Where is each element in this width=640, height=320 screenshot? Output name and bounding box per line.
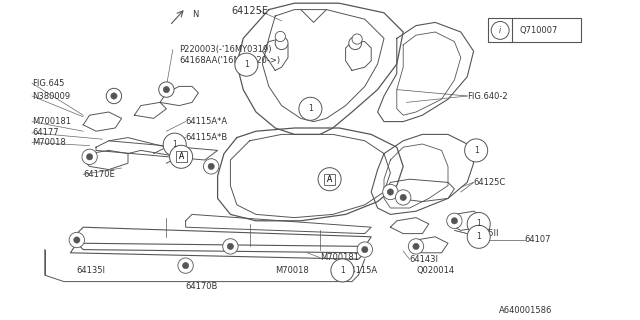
Circle shape bbox=[208, 163, 214, 170]
Circle shape bbox=[204, 159, 219, 174]
Text: 64143I: 64143I bbox=[410, 255, 438, 264]
Circle shape bbox=[362, 246, 368, 253]
Text: 1: 1 bbox=[172, 140, 177, 149]
FancyBboxPatch shape bbox=[324, 174, 335, 185]
Circle shape bbox=[477, 234, 483, 240]
Circle shape bbox=[408, 239, 424, 254]
Text: A: A bbox=[179, 152, 184, 161]
Circle shape bbox=[178, 258, 193, 273]
Circle shape bbox=[400, 194, 406, 201]
Text: M70018: M70018 bbox=[32, 138, 66, 147]
Text: 1: 1 bbox=[244, 60, 249, 69]
Text: 1: 1 bbox=[474, 146, 479, 155]
Text: FIG.640-2: FIG.640-2 bbox=[467, 92, 508, 100]
Circle shape bbox=[413, 243, 419, 250]
Circle shape bbox=[357, 242, 372, 257]
Circle shape bbox=[106, 88, 122, 104]
Text: 64170B: 64170B bbox=[186, 282, 218, 291]
Circle shape bbox=[74, 237, 80, 243]
Text: A640001586: A640001586 bbox=[499, 306, 552, 315]
Text: 64107: 64107 bbox=[525, 236, 551, 244]
Circle shape bbox=[235, 53, 258, 76]
Text: FIG.645: FIG.645 bbox=[32, 79, 65, 88]
Text: 64125C: 64125C bbox=[474, 178, 506, 187]
Circle shape bbox=[318, 168, 341, 191]
FancyBboxPatch shape bbox=[488, 19, 581, 43]
Text: i: i bbox=[499, 26, 501, 35]
Circle shape bbox=[349, 37, 362, 50]
Text: A: A bbox=[327, 175, 332, 184]
Text: 64115A*B: 64115A*B bbox=[186, 133, 228, 142]
Circle shape bbox=[86, 154, 93, 160]
Circle shape bbox=[223, 239, 238, 254]
Text: 1: 1 bbox=[476, 232, 481, 241]
Circle shape bbox=[111, 93, 117, 99]
Circle shape bbox=[451, 218, 458, 224]
Circle shape bbox=[69, 232, 84, 248]
Circle shape bbox=[396, 190, 411, 205]
Circle shape bbox=[331, 259, 354, 282]
Text: N: N bbox=[192, 10, 198, 19]
Circle shape bbox=[467, 212, 490, 236]
Circle shape bbox=[472, 229, 488, 244]
Text: 64170E: 64170E bbox=[83, 170, 115, 179]
Circle shape bbox=[227, 243, 234, 250]
Text: M70018: M70018 bbox=[275, 266, 309, 275]
Text: 64125E: 64125E bbox=[232, 5, 269, 16]
Text: M700181: M700181 bbox=[32, 117, 71, 126]
Circle shape bbox=[159, 82, 174, 97]
Text: 64135II: 64135II bbox=[467, 229, 499, 238]
Circle shape bbox=[465, 139, 488, 162]
Circle shape bbox=[275, 37, 288, 50]
Text: Q020014: Q020014 bbox=[416, 266, 454, 275]
Circle shape bbox=[352, 34, 362, 44]
FancyBboxPatch shape bbox=[175, 151, 187, 162]
Text: 64115A*A: 64115A*A bbox=[186, 117, 228, 126]
Text: P220003(-'16MY0319): P220003(-'16MY0319) bbox=[179, 45, 272, 54]
Text: 64135I: 64135I bbox=[77, 266, 106, 275]
Circle shape bbox=[82, 149, 97, 164]
Text: 1: 1 bbox=[340, 266, 345, 275]
Circle shape bbox=[275, 31, 285, 42]
Text: A: A bbox=[327, 175, 332, 184]
Text: 1: 1 bbox=[476, 220, 481, 228]
Text: 1: 1 bbox=[308, 104, 313, 113]
Circle shape bbox=[163, 133, 186, 156]
Circle shape bbox=[467, 225, 490, 248]
Circle shape bbox=[447, 213, 462, 228]
Text: A: A bbox=[179, 152, 184, 161]
Circle shape bbox=[492, 21, 509, 39]
Circle shape bbox=[383, 184, 398, 200]
Text: 64115A: 64115A bbox=[346, 266, 378, 275]
Circle shape bbox=[170, 145, 193, 168]
Text: Q710007: Q710007 bbox=[520, 26, 558, 35]
Text: 64177: 64177 bbox=[32, 128, 59, 137]
Text: N380009: N380009 bbox=[32, 92, 70, 100]
Circle shape bbox=[299, 97, 322, 120]
Circle shape bbox=[387, 189, 394, 195]
Circle shape bbox=[163, 86, 170, 93]
Text: M700181: M700181 bbox=[320, 253, 359, 262]
Text: 64168AA('16MY0320->): 64168AA('16MY0320->) bbox=[179, 56, 280, 65]
Circle shape bbox=[182, 262, 189, 269]
